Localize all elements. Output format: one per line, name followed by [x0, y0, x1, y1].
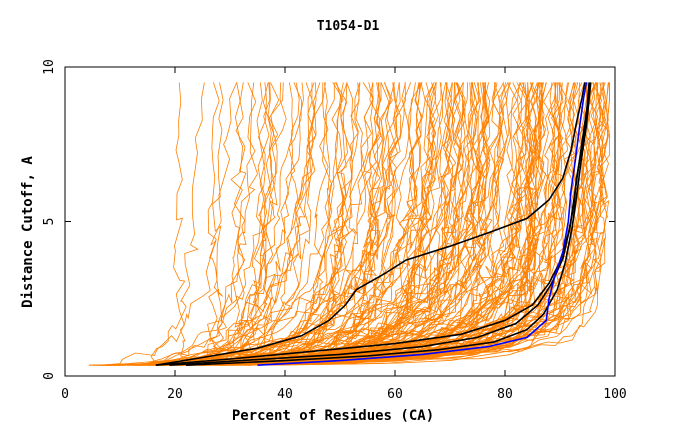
model-curve	[127, 82, 267, 366]
model-curve	[112, 82, 360, 366]
highlight-curve-blue	[257, 82, 588, 366]
model-curve	[113, 82, 477, 366]
plot-area	[88, 82, 610, 366]
model-curve	[185, 82, 294, 366]
highlight-curve-black	[155, 82, 586, 366]
model-curve	[178, 82, 304, 366]
x-tick-label: 40	[277, 387, 293, 402]
model-curve	[188, 82, 569, 366]
model-curve	[92, 82, 449, 366]
x-axis-label: Percent of Residues (CA)	[232, 408, 434, 424]
model-curve	[140, 82, 591, 366]
model-curve	[189, 82, 321, 366]
model-curve	[164, 82, 412, 366]
highlighted-model-curves	[155, 82, 592, 366]
model-curve	[111, 82, 416, 366]
model-curve	[101, 82, 461, 366]
model-curve	[206, 82, 536, 366]
model-curve	[160, 82, 505, 366]
model-curve	[199, 82, 374, 366]
highlight-curve-black	[185, 82, 592, 366]
model-curve	[102, 82, 527, 366]
model-curve	[175, 82, 563, 366]
model-curve	[110, 82, 257, 366]
model-curve	[93, 82, 238, 366]
y-axis-label: Distance Cutoff, A	[20, 156, 36, 308]
model-curve	[173, 82, 190, 366]
model-curve	[167, 82, 355, 366]
y-tick-label: 0	[42, 372, 57, 380]
model-curve	[125, 82, 280, 366]
y-tick-label: 5	[42, 218, 57, 226]
model-curve	[146, 82, 244, 366]
model-curve	[162, 82, 600, 366]
model-curve	[108, 82, 579, 366]
highlight-curve-black	[169, 82, 592, 366]
model-curve	[231, 82, 485, 366]
model-curve	[186, 82, 596, 366]
model-curve	[98, 82, 361, 366]
model-curve	[144, 82, 610, 366]
y-axis: 0 5 10	[42, 59, 615, 380]
model-curve	[146, 82, 501, 366]
model-curve	[112, 82, 382, 366]
x-tick-label: 60	[387, 387, 403, 402]
model-curve	[98, 82, 345, 366]
x-tick-label: 100	[603, 387, 626, 402]
model-curve	[135, 82, 205, 366]
model-curve	[121, 82, 284, 366]
model-curve	[217, 82, 610, 366]
model-curve	[92, 82, 542, 366]
background-model-curves	[88, 82, 610, 366]
model-curve	[134, 82, 258, 366]
model-curve	[103, 82, 316, 366]
x-tick-label: 20	[167, 387, 183, 402]
y-tick-label: 10	[42, 59, 57, 75]
model-curve	[190, 82, 287, 366]
model-curve	[150, 82, 544, 366]
x-tick-label: 0	[61, 387, 69, 402]
x-axis: 0 20 40 60 80 100	[61, 67, 627, 402]
model-curve	[200, 82, 562, 366]
chart-title: T1054-D1	[317, 19, 380, 34]
x-tick-label: 80	[497, 387, 513, 402]
